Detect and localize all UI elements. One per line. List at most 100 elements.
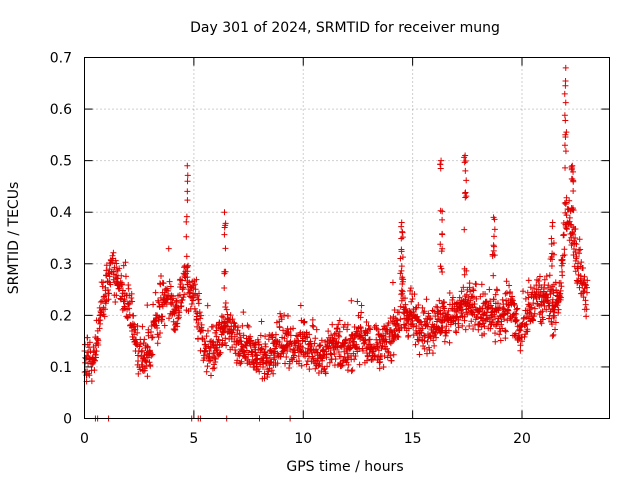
data-point [221,231,228,238]
data-point [562,131,569,138]
data-point [397,270,404,277]
data-point [563,212,570,219]
data-point [240,332,247,339]
data-point [553,286,560,293]
data-point [232,346,239,353]
data-point [252,351,259,358]
data-point [563,194,570,201]
data-point [559,272,566,279]
data-point [552,326,559,333]
data-point [221,268,228,275]
data-point [490,214,497,221]
data-point [120,262,127,269]
data-point [512,333,519,340]
data-point [326,359,333,366]
data-point [418,330,425,337]
data-point [570,246,577,253]
y-axis-label: SRMTID / TECUs [6,182,22,295]
data-point [178,303,185,310]
data-point [439,216,446,223]
data-point [492,338,499,345]
data-point [255,341,262,348]
data-point [149,334,156,341]
data-point [145,332,152,339]
data-point [101,313,108,320]
data-point [543,306,550,313]
data-point [462,190,469,197]
data-point [569,162,576,169]
data-point [411,291,418,298]
data-point [170,293,177,300]
data-point [155,299,162,306]
data-point [461,265,468,272]
data-point [235,324,242,331]
data-point [481,330,488,337]
data-point [503,278,510,285]
data-point [357,314,364,321]
data-point [238,358,245,365]
data-point [405,332,412,339]
data-point [173,297,180,304]
data-point [183,213,190,220]
data-point [562,77,569,84]
data-point [532,291,539,298]
data-point [233,331,240,338]
data-point [245,323,252,330]
data-point [222,245,229,252]
data-point [575,247,582,254]
data-point [480,312,487,319]
data-point [99,283,106,290]
data-point [274,360,281,367]
data-point [473,281,480,288]
data-point [86,339,93,346]
data-point [559,260,566,267]
data-point [253,363,260,370]
data-point [475,326,482,333]
data-point [577,275,584,282]
data-point [491,233,498,240]
data-point [272,331,279,338]
data-point [172,326,179,333]
data-point [354,298,361,305]
data-point [381,352,388,359]
data-point [526,309,533,316]
y-tick-label: 0.7 [50,51,72,67]
data-point [209,365,216,372]
data-point [501,316,508,323]
data-point [297,348,304,355]
x-tick-label: 5 [189,431,198,447]
data-point [550,281,557,288]
data-point [530,300,537,307]
data-point [380,363,387,370]
data-point [229,316,236,323]
data-point [222,326,229,333]
data-point [222,303,229,310]
data-point [129,298,136,305]
data-point [449,294,456,301]
data-point [437,241,444,248]
data-point [184,274,191,281]
data-point [348,368,355,375]
data-point [453,309,460,316]
data-point [399,278,406,285]
data-point [185,262,192,269]
data-point [324,363,331,370]
data-point [351,323,358,330]
data-point [441,338,448,345]
data-point [549,299,556,306]
data-point [563,129,570,136]
data-point [399,274,406,281]
data-point [550,331,557,338]
data-points [81,64,591,422]
data-point [149,351,156,358]
data-point [240,309,247,316]
data-point [168,301,175,308]
data-point [190,282,197,289]
data-point [291,352,298,359]
data-point [84,334,91,341]
data-point [407,287,414,294]
data-point [146,359,153,366]
data-point [441,305,448,312]
data-point [184,172,191,179]
data-point [201,355,208,362]
